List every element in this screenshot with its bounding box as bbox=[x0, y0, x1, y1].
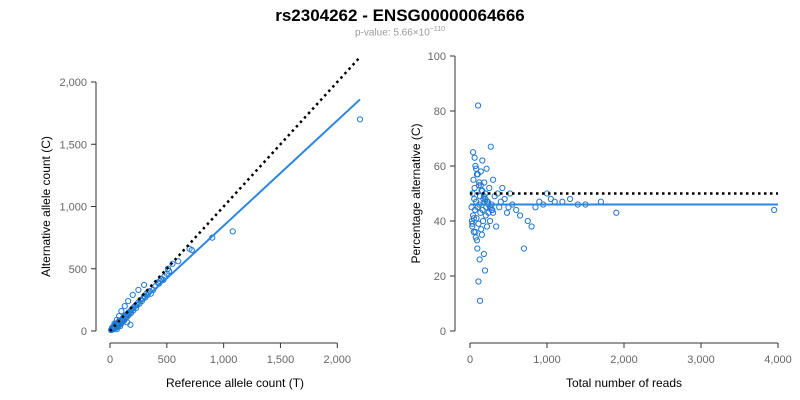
data-point bbox=[113, 326, 120, 333]
data-point bbox=[503, 209, 511, 216]
x-tick-label: 4,000 bbox=[764, 354, 792, 366]
data-point bbox=[474, 245, 481, 252]
data-point bbox=[229, 228, 236, 235]
data-point bbox=[356, 116, 364, 123]
chart-subtitle: p-value: 5.66×10−110 bbox=[0, 26, 800, 38]
data-point bbox=[481, 267, 489, 274]
data-point bbox=[127, 321, 134, 328]
data-point bbox=[567, 195, 574, 203]
data-point bbox=[490, 209, 497, 216]
y-tick-label: 0 bbox=[81, 326, 87, 338]
x-tick-label: 1,000 bbox=[533, 354, 561, 366]
x-tick-label: 0 bbox=[467, 354, 473, 366]
data-point bbox=[475, 220, 482, 227]
data-point bbox=[483, 165, 490, 172]
data-point bbox=[118, 307, 125, 315]
data-point bbox=[175, 258, 182, 265]
x-tick-label: 2,000 bbox=[324, 354, 352, 366]
x-tick-label: 1,500 bbox=[267, 354, 295, 366]
data-point bbox=[483, 223, 491, 230]
data-point bbox=[528, 223, 535, 230]
data-point bbox=[470, 176, 477, 183]
data-point bbox=[516, 212, 524, 219]
x-tick-label: 2,000 bbox=[610, 354, 638, 366]
x-tick-label: 0 bbox=[107, 354, 113, 366]
data-point bbox=[486, 217, 494, 225]
data-point bbox=[469, 149, 477, 156]
data-point bbox=[469, 220, 476, 227]
data-point bbox=[474, 102, 482, 109]
y-tick-label: 0 bbox=[440, 326, 446, 338]
x-tick-label: 500 bbox=[158, 354, 176, 366]
data-point bbox=[513, 206, 520, 214]
y-tick-label: 20 bbox=[434, 271, 446, 283]
data-point bbox=[125, 298, 132, 305]
data-point bbox=[115, 312, 123, 320]
data-point bbox=[499, 184, 506, 192]
data-point bbox=[140, 281, 148, 289]
data-point bbox=[470, 215, 477, 222]
y-tick-label: 2,000 bbox=[59, 77, 87, 89]
data-point bbox=[501, 195, 508, 203]
data-point bbox=[469, 223, 476, 230]
y-tick-label: 1,500 bbox=[59, 139, 87, 151]
y-tick-label: 100 bbox=[428, 51, 446, 63]
data-point bbox=[476, 297, 484, 304]
chart-title: rs2304262 - ENSG00000064666 bbox=[275, 6, 525, 25]
data-point bbox=[475, 182, 482, 189]
data-point bbox=[188, 246, 195, 254]
y-axis-title: Percentage alternative (C) bbox=[409, 123, 423, 263]
data-point bbox=[472, 162, 479, 170]
data-point bbox=[474, 171, 481, 178]
x-tick-label: 1,000 bbox=[210, 354, 238, 366]
data-point bbox=[520, 245, 528, 252]
data-point bbox=[524, 217, 531, 225]
data-point bbox=[477, 182, 484, 189]
p-value-prefix: p-value: 5.66×10 bbox=[354, 27, 430, 39]
right-scatter-panel: 0 1,000 2,000 3,000 4,000 0 20 40 60 80 100 Total n… bbox=[409, 51, 792, 390]
data-point bbox=[473, 237, 481, 244]
data-point bbox=[473, 215, 480, 222]
y-tick-label: 500 bbox=[69, 264, 87, 276]
fit-line bbox=[109, 98, 361, 332]
data-point bbox=[471, 184, 478, 192]
data-point bbox=[475, 278, 482, 285]
data-point bbox=[486, 184, 493, 192]
data-point bbox=[487, 143, 494, 150]
left-scatter-panel: 0 500 1,000 1,500 2,000 0 500 1,000 1,500 2,000 Re… bbox=[39, 56, 364, 390]
data-point bbox=[771, 206, 778, 214]
y-axis-title: Alternative allele count (C) bbox=[39, 136, 53, 277]
data-point bbox=[478, 226, 485, 233]
data-point bbox=[472, 228, 479, 236]
data-point bbox=[473, 165, 480, 172]
data-point bbox=[129, 291, 136, 298]
x-tick-label: 3,000 bbox=[687, 354, 715, 366]
data-point bbox=[117, 322, 124, 330]
data-point bbox=[479, 217, 487, 225]
y-tick-label: 1,000 bbox=[59, 202, 87, 214]
data-point bbox=[135, 286, 142, 294]
data-point bbox=[490, 176, 497, 183]
data-point bbox=[613, 209, 620, 216]
data-point bbox=[476, 256, 483, 263]
p-value-exponent: −110 bbox=[429, 26, 446, 33]
y-tick-label: 40 bbox=[434, 216, 446, 228]
reference-line bbox=[109, 56, 361, 332]
data-point bbox=[121, 303, 128, 310]
y-tick-label: 80 bbox=[434, 106, 446, 118]
x-axis-title: Reference allele count (T) bbox=[166, 376, 304, 390]
y-tick-label: 60 bbox=[434, 161, 446, 173]
data-point bbox=[471, 154, 478, 161]
data-point bbox=[479, 157, 486, 164]
data-point bbox=[481, 179, 488, 186]
x-axis-title: Total number of reads bbox=[566, 376, 682, 390]
data-point bbox=[165, 268, 173, 275]
data-point bbox=[493, 223, 500, 230]
data-point bbox=[478, 231, 486, 238]
data-point bbox=[480, 250, 487, 258]
